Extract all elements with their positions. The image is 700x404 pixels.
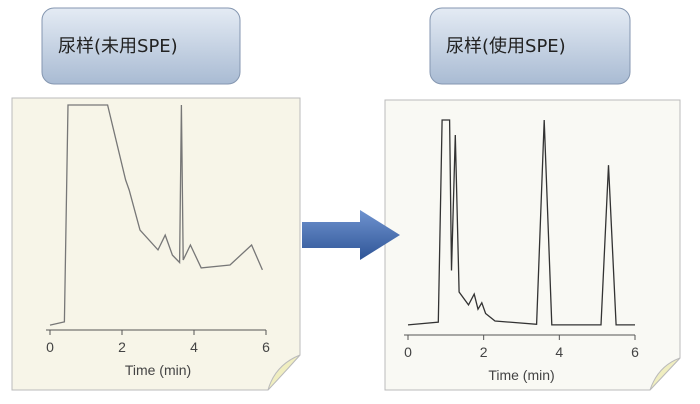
x-tick-label: 4 [555, 344, 563, 360]
x-tick-label: 0 [46, 339, 54, 355]
x-tick-label: 2 [480, 344, 488, 360]
x-tick-label: 0 [404, 344, 412, 360]
x-tick-label: 6 [631, 344, 639, 360]
trace [407, 119, 635, 326]
x-tick-label: 4 [190, 339, 198, 355]
chart-title: 尿样(使用SPE) [446, 36, 566, 57]
arrow [302, 210, 400, 260]
x-tick-label: 2 [118, 339, 126, 355]
chart-title: 尿样(未用SPE) [58, 36, 178, 57]
label-box [429, 7, 631, 85]
x-axis-label: Time (min) [488, 367, 554, 383]
page-curl [649, 357, 681, 391]
panel [11, 97, 301, 391]
page-curl [267, 354, 301, 391]
x-axis-label: Time (min) [125, 362, 191, 378]
trace [49, 104, 263, 326]
label-box [41, 7, 241, 85]
x-tick-label: 6 [262, 339, 270, 355]
